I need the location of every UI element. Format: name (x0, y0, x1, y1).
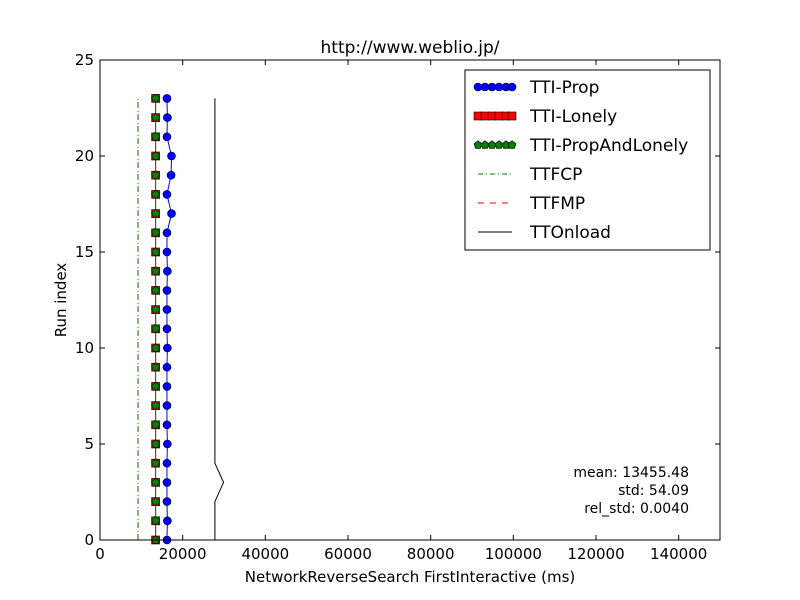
legend-label: TTOnload (529, 223, 611, 243)
series-line-ttonload (214, 98, 225, 540)
data-point-tti-prop (162, 497, 172, 506)
data-point-tti-propandlonely (151, 420, 160, 429)
chart-title: http://www.weblio.jp/ (321, 38, 500, 58)
data-point-tti-propandlonely (151, 458, 160, 467)
data-point-tti-prop (163, 439, 172, 449)
data-point-tti-prop (162, 228, 172, 238)
y-tick-label: 20 (75, 147, 94, 165)
legend-label: TTFMP (529, 194, 585, 214)
legend-label: TTI-PropAndLonely (529, 136, 688, 156)
data-point-tti-prop (162, 401, 172, 410)
legend-entry-tti-prop: TTI-Prop (473, 78, 599, 98)
data-point-tti-propandlonely (151, 189, 160, 199)
x-axis: 0 20000 40000 60000 80000 100000 120000 140000 (95, 60, 707, 563)
data-point-tti-prop (163, 516, 172, 526)
data-point-tti-prop (163, 113, 172, 122)
data-point-tti-propandlonely (151, 439, 160, 448)
y-tick-label: 15 (75, 243, 94, 261)
data-point-tti-prop (162, 94, 172, 103)
y-tick-label: 10 (75, 339, 94, 357)
data-point-tti-prop (162, 362, 172, 372)
data-point-tti-propandlonely (151, 266, 160, 275)
x-axis-label: NetworkReverseSearch FirstInteractive (m… (245, 568, 576, 586)
x-tick-label: 40000 (241, 545, 289, 563)
data-point-tti-prop (162, 305, 172, 314)
x-tick-label: 20000 (159, 545, 207, 563)
stats-line: mean: 13455.48 (573, 465, 689, 481)
legend-box (464, 69, 711, 251)
legend-entry-tti-propandlonely: TTI-PropAndLonely (473, 136, 688, 156)
data-point-tti-prop (163, 266, 172, 276)
data-point-tti-propandlonely (151, 362, 160, 371)
data-point-tti-propandlonely (151, 324, 160, 333)
legend-label: TTI-Prop (529, 78, 599, 98)
y-axis: 0 5 10 15 20 25 (75, 51, 720, 549)
legend-entry-ttonload: TTOnload (478, 223, 611, 243)
y-tick-label: 5 (84, 435, 94, 453)
legend-entry-tti-lonely: TTI-Lonely (473, 107, 617, 127)
x-tick-label: 80000 (407, 545, 455, 563)
data-point-tti-propandlonely (151, 209, 160, 218)
data-point-tti-prop (162, 132, 172, 142)
data-point-tti-prop (162, 247, 172, 257)
data-point-tti-propandlonely (151, 247, 160, 256)
data-point-tti-prop (162, 190, 172, 199)
series-tti-prop (162, 94, 176, 545)
y-axis-label: Run index (52, 263, 70, 338)
series-ttonload (214, 98, 225, 540)
data-point-tti-prop (162, 324, 172, 334)
data-point-tti-propandlonely (151, 93, 160, 103)
x-tick-label: 120000 (567, 545, 624, 563)
series-tti-propandlonely (151, 93, 160, 544)
data-point-tti-propandlonely (151, 516, 160, 525)
data-point-tti-propandlonely (151, 151, 160, 160)
y-tick-label: 25 (75, 51, 94, 69)
legend-label: TTFCP (529, 165, 582, 185)
legend-entry-ttfmp: TTFMP (478, 194, 585, 214)
data-point-tti-prop (163, 343, 172, 353)
data-point-tti-prop (162, 286, 172, 295)
stats-line: std: 54.09 (618, 483, 689, 499)
legend-marker (507, 82, 517, 92)
x-tick-label: 100000 (485, 545, 542, 563)
data-point-tti-prop (167, 209, 176, 218)
legend-label: TTI-Lonely (529, 107, 617, 127)
legend-marker (507, 140, 517, 149)
data-point-tti-prop (162, 478, 172, 487)
y-tick-label: 0 (84, 531, 94, 549)
data-point-tti-propandlonely (151, 343, 160, 352)
data-point-tti-propandlonely (151, 170, 160, 179)
stats-line: rel_std: 0.0040 (584, 501, 689, 517)
data-point-tti-prop (162, 382, 172, 391)
x-tick-label: 140000 (650, 545, 707, 563)
x-tick-label: 0 (95, 545, 105, 563)
data-point-tti-prop (162, 458, 172, 468)
stats-annotation: mean: 13455.48 std: 54.09 rel_std: 0.0040 (573, 465, 689, 517)
data-point-tti-propandlonely (151, 477, 160, 487)
data-point-tti-propandlonely (151, 497, 160, 506)
data-point-tti-propandlonely (151, 381, 160, 391)
data-point-tti-propandlonely (151, 285, 160, 295)
x-tick-label: 60000 (324, 545, 372, 563)
legend-marker (507, 111, 517, 121)
data-point-tti-prop (167, 151, 176, 161)
data-point-tti-prop (162, 420, 172, 430)
legend: TTI-Prop TTI-Lonely TTI-PropAndLonely TTFCP… (464, 69, 711, 251)
legend-entry-ttfcp: TTFCP (478, 165, 582, 185)
data-point-tti-propandlonely (151, 132, 160, 141)
data-point-tti-prop (166, 170, 176, 180)
data-point-tti-propandlonely (151, 113, 160, 122)
plot-area (137, 93, 225, 545)
data-point-tti-propandlonely (151, 401, 160, 410)
data-point-tti-propandlonely (151, 228, 160, 237)
plot-frame (99, 59, 721, 541)
data-point-tti-propandlonely (151, 305, 160, 314)
